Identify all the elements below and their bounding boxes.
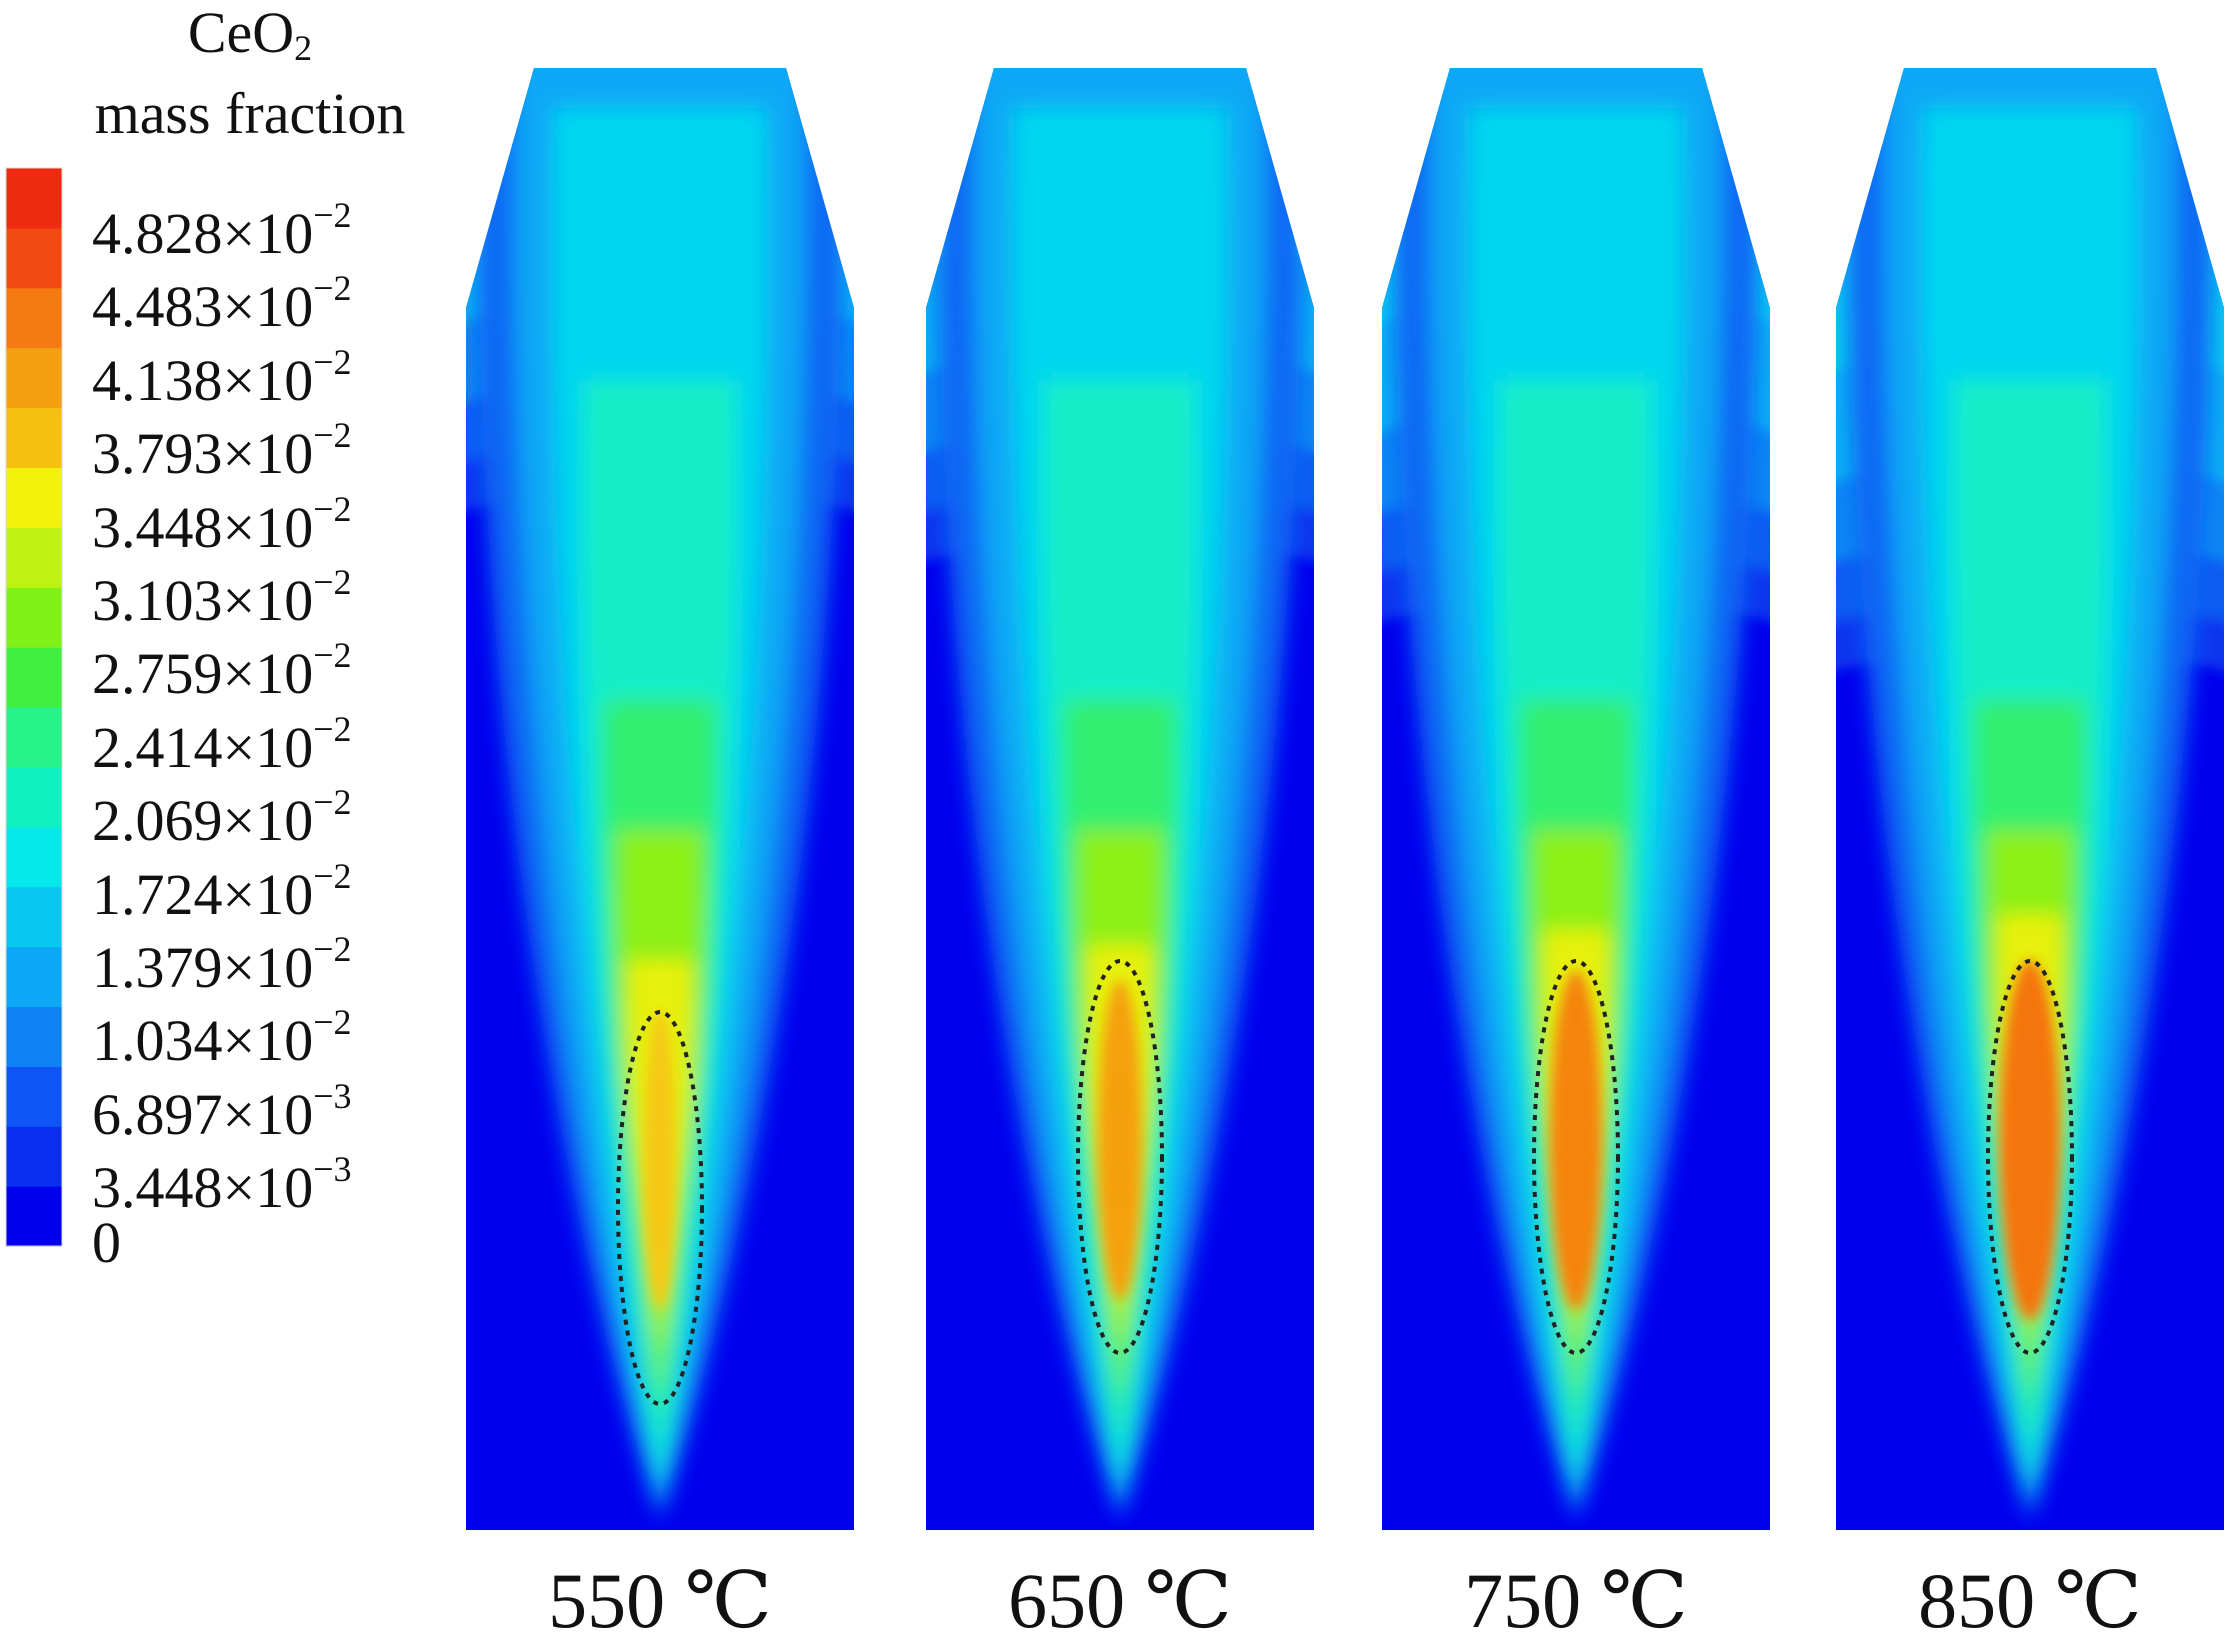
colorbar-band — [6, 826, 62, 888]
colorbar-band — [6, 287, 62, 349]
colorbar-tick-label: 3.103×10−2 — [92, 562, 352, 633]
panel-label-750: 750 ℃ — [1464, 1557, 1688, 1644]
legend-title: CeO2 mass fraction — [40, 0, 460, 147]
colorbar-band — [6, 707, 62, 768]
colorbar-band — [6, 1186, 62, 1247]
colorbar-band — [6, 587, 62, 648]
colorbar-band — [6, 227, 62, 289]
colorbar-band — [6, 347, 62, 409]
colorbar-tick-label: 6.897×10−3 — [92, 1075, 352, 1147]
plume-hot-core — [644, 1010, 676, 1310]
colorbar-band — [6, 647, 62, 708]
plume-hot-core — [1550, 970, 1602, 1310]
colorbar-tick-label: 4.138×10−2 — [92, 341, 352, 413]
colorbar-band — [6, 168, 62, 229]
contour-panel-750 — [1382, 68, 1770, 1530]
colorbar-tick-label: 4.828×10−2 — [92, 195, 352, 266]
colorbar-tick-label: 4.483×10−2 — [92, 268, 352, 340]
colorbar-band — [6, 886, 62, 948]
colorbar-band — [6, 407, 62, 469]
highlight-ellipse — [616, 1010, 704, 1406]
highlight-ellipse — [1532, 959, 1620, 1355]
colorbar-tick-label: 2.069×10−2 — [92, 782, 352, 854]
colorbar-tick-label: 3.793×10−2 — [92, 415, 352, 487]
plume-hot-core — [1098, 980, 1142, 1300]
colorbar-band — [6, 467, 62, 528]
legend-title-species: CeO2 — [187, 0, 313, 68]
colorbar-tick-label: 3.448×10−3 — [92, 1149, 352, 1221]
contour-panel-850 — [1836, 68, 2224, 1530]
colorbar-border — [5, 167, 63, 1247]
legend-title-quantity: mass fraction — [94, 81, 406, 146]
highlight-ellipse — [1076, 959, 1164, 1355]
colorbar-tick-label: 1.379×10−2 — [92, 929, 352, 1000]
colorbar-tick-label: 2.414×10−2 — [92, 708, 352, 780]
colorbar-band — [6, 1066, 62, 1127]
highlight-ellipse — [1986, 959, 2074, 1355]
colorbar-tick-label: 1.034×10−2 — [92, 1002, 352, 1074]
colorbar-band — [6, 1126, 62, 1187]
contour-panel-550 — [466, 68, 854, 1530]
panel-label-550: 550 ℃ — [548, 1557, 772, 1644]
colorbar-band — [6, 946, 62, 1008]
colorbar-band — [6, 1006, 62, 1067]
plume-hot-core — [2000, 960, 2060, 1320]
colorbar-tick-label: 1.724×10−2 — [92, 855, 352, 927]
colorbar-band — [6, 766, 62, 828]
colorbar-tick-label: 3.448×10−2 — [92, 488, 352, 560]
colorbar-band — [6, 527, 62, 588]
panel-label-850: 850 ℃ — [1918, 1557, 2142, 1644]
panel-label-650: 650 ℃ — [1008, 1557, 1232, 1644]
contour-panel-650 — [926, 68, 1314, 1530]
colorbar-tick-label: 2.759×10−2 — [92, 635, 352, 707]
colorbar-tick-label: 0 — [92, 1209, 121, 1275]
